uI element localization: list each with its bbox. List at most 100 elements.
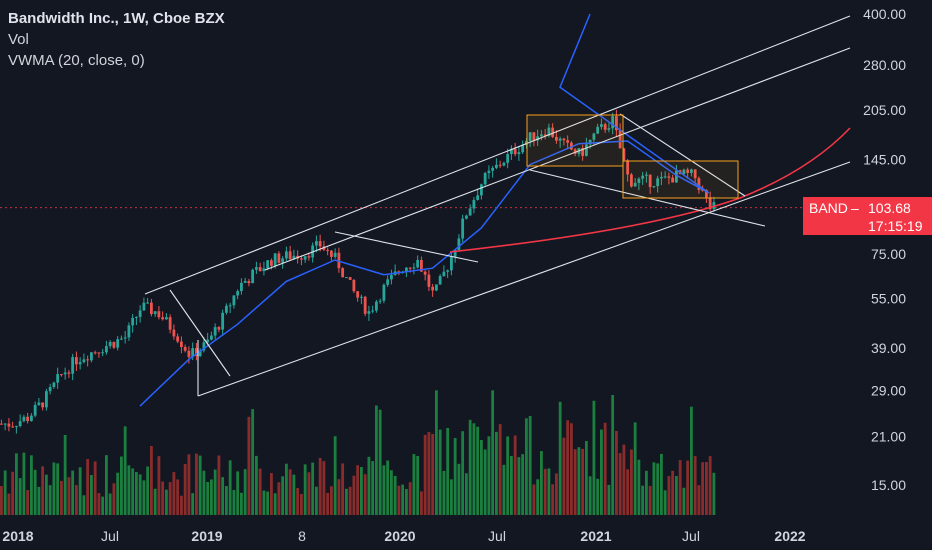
volume-bar: [472, 423, 476, 515]
candle-body: [502, 162, 506, 166]
volume-bar: [555, 473, 558, 515]
volume-bar: [221, 477, 225, 515]
volume-bar: [701, 462, 705, 515]
candle-body: [498, 164, 502, 166]
candle-body: [270, 260, 273, 266]
volume-bar: [416, 456, 420, 515]
volume-bar: [652, 462, 656, 515]
volume-bar: [510, 456, 513, 515]
chart-legend: Bandwidth Inc., 1W, Cboe BZX Vol VWMA (2…: [8, 8, 225, 71]
candle-body: [3, 423, 7, 425]
volume-bar: [641, 485, 645, 515]
x-tick-label: 2018: [2, 528, 33, 544]
volume-bar: [378, 409, 382, 515]
volume-bar: [600, 429, 603, 515]
candle-body: [457, 238, 461, 250]
candle-body: [63, 372, 67, 375]
candle-body: [292, 255, 296, 260]
candle-body: [468, 208, 472, 216]
volume-bar: [30, 455, 33, 515]
candle-body: [573, 149, 577, 154]
volume-bar: [18, 478, 22, 515]
candle-body: [645, 174, 648, 176]
volume-bar: [341, 463, 345, 515]
candle-body: [690, 169, 693, 173]
channel-lower-line: [197, 161, 851, 397]
candle-body: [412, 267, 416, 269]
range-box-1: [526, 114, 624, 167]
volume-bar: [228, 460, 232, 515]
candle-body: [15, 426, 18, 428]
candle-body: [97, 352, 101, 354]
y-tick-label: 75.00: [871, 246, 906, 262]
candle-body: [461, 218, 465, 239]
candle-body: [708, 197, 712, 210]
candle-body: [483, 173, 487, 185]
candle-body: [630, 174, 633, 187]
volume-bar: [315, 486, 318, 515]
candle-body: [303, 256, 307, 260]
volume-bar: [558, 401, 562, 515]
volume-bar: [123, 426, 127, 515]
volume-bar: [112, 483, 116, 515]
y-tick-label: 145.00: [863, 152, 906, 168]
volume-bar: [483, 449, 487, 515]
x-tick-label: 8: [298, 528, 306, 544]
volume-bar: [333, 436, 337, 515]
volume-bar: [172, 472, 176, 515]
volume-bar: [240, 492, 243, 515]
candle-body: [273, 253, 277, 266]
candle-body: [225, 305, 228, 313]
volume-bar: [352, 475, 356, 515]
candle-body: [123, 337, 127, 339]
candle-body: [596, 126, 600, 134]
volume-bar: [393, 475, 397, 515]
volume-bar: [660, 453, 663, 515]
volume-bar: [288, 469, 292, 515]
candle-body: [112, 341, 116, 348]
volume-bar: [93, 461, 97, 515]
volume-bar: [266, 491, 270, 515]
volume-bar: [26, 490, 30, 515]
volume-bar: [285, 463, 288, 515]
candle-body: [315, 241, 318, 246]
volume-bar: [577, 447, 581, 515]
candle-body: [521, 144, 525, 153]
candle-body: [67, 372, 71, 374]
candle-body: [52, 382, 56, 388]
candle-body: [326, 249, 330, 251]
candle-body: [427, 274, 431, 287]
candle-body: [367, 311, 371, 314]
candle-body: [30, 415, 33, 422]
volume-bar: [236, 471, 240, 515]
candle-body: [228, 305, 232, 307]
volume-bar: [108, 493, 112, 515]
trendline-b: [334, 231, 479, 263]
candle-body: [18, 421, 22, 427]
candle-body: [378, 300, 382, 302]
candle-body: [288, 251, 292, 260]
volume-bar: [678, 460, 682, 515]
volume-bar: [363, 474, 367, 515]
volume-bar: [375, 405, 378, 515]
volume-bar: [645, 470, 648, 515]
x-tick-label: 2020: [384, 528, 415, 544]
candle-body: [41, 402, 45, 408]
volume-bar: [11, 471, 15, 515]
y-tick-label: 280.00: [863, 57, 906, 73]
volume-bar: [633, 422, 637, 515]
candle-body: [82, 359, 86, 363]
volume-bar: [540, 451, 543, 515]
candle-body: [618, 130, 622, 149]
candle-body: [660, 176, 663, 179]
volume-bar: [161, 481, 165, 515]
candle-body: [633, 182, 637, 187]
candle-body: [453, 249, 457, 257]
volume-bar: [247, 416, 251, 515]
candle-body: [551, 127, 555, 137]
volume-bar: [648, 485, 652, 515]
candle-body: [60, 374, 63, 376]
candle-body: [637, 178, 641, 183]
volume-bar: [78, 467, 82, 515]
